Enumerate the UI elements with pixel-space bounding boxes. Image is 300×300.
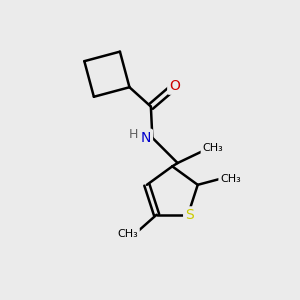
Text: H: H <box>129 128 139 141</box>
Text: CH₃: CH₃ <box>202 143 223 153</box>
Text: CH₃: CH₃ <box>117 229 138 239</box>
Text: S: S <box>185 208 194 222</box>
Text: CH₃: CH₃ <box>220 174 241 184</box>
Text: O: O <box>169 79 180 93</box>
Text: N: N <box>141 131 151 145</box>
